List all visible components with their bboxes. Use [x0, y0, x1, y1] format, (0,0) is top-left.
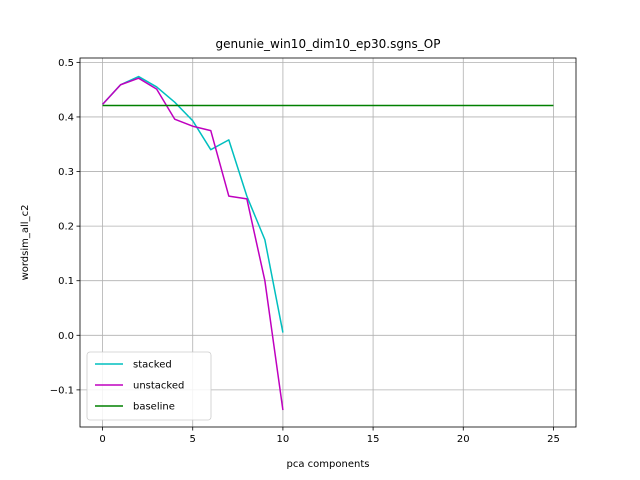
legend: stacked unstacked baseline — [86, 351, 212, 421]
y-tick-label: 0.0 — [58, 331, 74, 342]
x-tick-label: 0 — [99, 434, 105, 445]
legend-label-unstacked: unstacked — [133, 381, 184, 392]
x-tick-label: 15 — [367, 434, 380, 445]
series-line-stacked — [101, 75, 284, 333]
y-tick-label: −0.1 — [50, 385, 74, 396]
y-tick-label: 0.3 — [58, 167, 74, 178]
y-tick-label: 0.5 — [58, 58, 74, 69]
y-tick-label: 0.1 — [58, 276, 74, 287]
x-tick-label: 10 — [277, 434, 290, 445]
series-line-unstacked — [101, 77, 284, 411]
ticks: 0 5 10 15 20 25 −0.1 0.0 0.1 0.2 0.3 0.4 0.5 — [50, 58, 560, 445]
grid — [80, 58, 576, 427]
y-tick-label: 0.2 — [58, 222, 74, 233]
x-tick-label: 25 — [547, 434, 560, 445]
legend-box — [86, 351, 212, 421]
x-tick-label: 20 — [457, 434, 470, 445]
y-axis-label: wordsim_all_c2 — [20, 205, 31, 281]
legend-label-stacked: stacked — [133, 360, 172, 371]
chart-title: genunie_win10_dim10_ep30.sgns_OP — [216, 37, 441, 51]
y-tick-label: 0.4 — [58, 112, 74, 123]
legend-label-baseline: baseline — [133, 402, 175, 413]
x-tick-label: 5 — [190, 434, 196, 445]
plot-frame — [79, 57, 577, 428]
series-layer — [101, 75, 554, 411]
x-axis-label: pca components — [287, 459, 370, 470]
